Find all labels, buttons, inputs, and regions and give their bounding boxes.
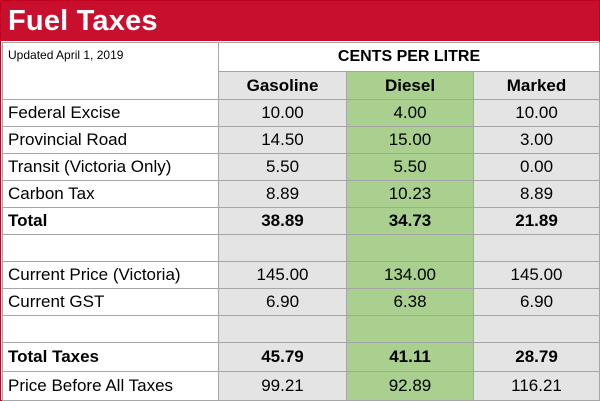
cell-marked: 21.89 [472,207,600,235]
row-label: Total Taxes [2,342,219,372]
cell-gasoline: 99.21 [218,371,347,401]
cell-diesel: 34.73 [346,207,474,235]
table-row: Current GST 6.90 6.38 6.90 [2,288,600,316]
cell-gasoline: 145.00 [218,261,347,289]
cell-diesel: 134.00 [346,261,474,289]
cell-diesel [346,315,474,343]
row-label: Carbon Tax [2,180,219,208]
row-label: Current Price (Victoria) [2,261,219,289]
column-header-diesel: Diesel [346,71,474,100]
cell-gasoline: 5.50 [218,153,347,181]
cell-marked [472,315,600,343]
row-label: Provincial Road [2,126,219,154]
spacer-row [2,234,600,262]
cell-diesel: 15.00 [346,126,474,154]
row-label: Price Before All Taxes [2,371,219,401]
column-header-marked: Marked [472,71,600,100]
cell-gasoline [218,234,347,262]
cell-marked: 116.21 [472,371,600,401]
column-header-row: Gasoline Diesel Marked [3,71,600,100]
row-label: Total [2,207,219,235]
cell-gasoline: 10.00 [218,99,347,127]
cell-gasoline [218,315,347,343]
cell-marked: 145.00 [472,261,600,289]
cell-marked [472,234,600,262]
table-row: Price Before All Taxes 99.21 92.89 116.21 [2,371,600,401]
table-row: Current Price (Victoria) 145.00 134.00 145.… [2,261,600,289]
cell-gasoline: 45.79 [218,342,347,372]
fuel-tax-table: Updated April 1, 2019 CENTS PER LITRE Ga… [2,42,600,401]
unit-label: CENTS PER LITRE [217,42,600,72]
cell-gasoline: 14.50 [218,126,347,154]
row-label: Federal Excise [2,99,219,127]
cell-gasoline: 8.89 [218,180,347,208]
cell-gasoline: 6.90 [218,288,347,316]
table-row: Federal Excise 10.00 4.00 10.00 [2,99,600,127]
cell-diesel: 92.89 [346,371,474,401]
row-label [2,315,219,343]
cell-diesel: 6.38 [346,288,474,316]
cell-marked: 3.00 [472,126,600,154]
row-label: Current GST [2,288,219,316]
table-row: Carbon Tax 8.89 10.23 8.89 [2,180,600,208]
spacer-row [2,315,600,343]
table-row: Total Taxes 45.79 41.11 28.79 [2,342,600,372]
cell-marked: 0.00 [472,153,600,181]
updated-date: Updated April 1, 2019 [2,42,219,100]
cell-diesel: 10.23 [346,180,474,208]
table-row: Provincial Road 14.50 15.00 3.00 [2,126,600,154]
table-top-row: Updated April 1, 2019 CENTS PER LITRE [2,42,600,100]
row-label [2,234,219,262]
cell-diesel: 41.11 [346,342,474,372]
cell-diesel: 5.50 [346,153,474,181]
table-row: Transit (Victoria Only) 5.50 5.50 0.00 [2,153,600,181]
column-header-gasoline: Gasoline [218,71,347,100]
table-row: Total 38.89 34.73 21.89 [2,207,600,235]
cell-marked: 10.00 [472,99,600,127]
cell-marked: 8.89 [472,180,600,208]
cell-diesel: 4.00 [346,99,474,127]
title-banner: Fuel Taxes [1,1,599,41]
page-title: Fuel Taxes [8,5,158,37]
row-label: Transit (Victoria Only) [2,153,219,181]
cell-gasoline: 38.89 [218,207,347,235]
cell-marked: 6.90 [472,288,600,316]
table-body: Federal Excise 10.00 4.00 10.00 Provincial R… [2,99,600,401]
cell-marked: 28.79 [472,342,600,372]
cell-diesel [346,234,474,262]
